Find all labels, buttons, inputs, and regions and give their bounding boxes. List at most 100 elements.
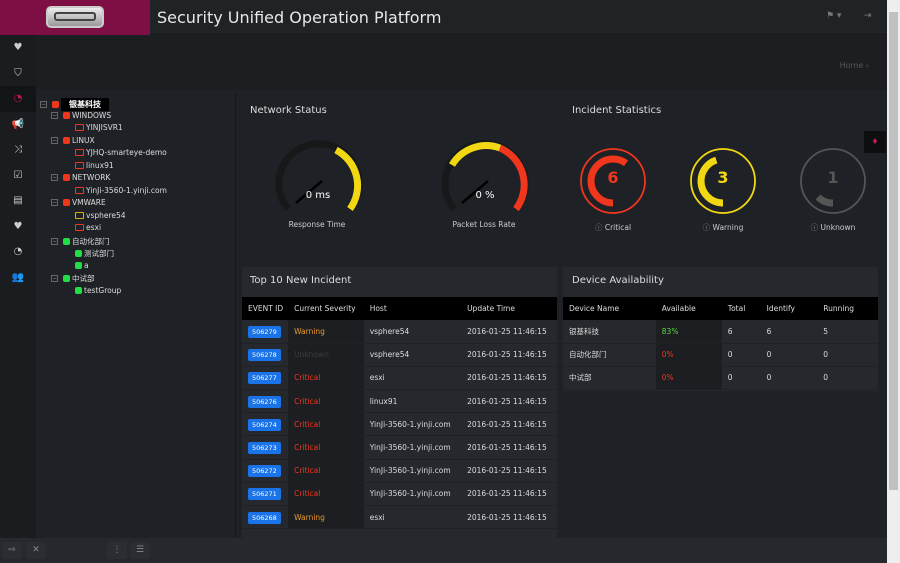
event-id-badge[interactable]: 506277 [248, 372, 281, 385]
logo[interactable] [0, 0, 150, 35]
event-id-badge[interactable]: 506268 [248, 511, 281, 524]
logout-icon[interactable]: ⇥ [864, 11, 872, 21]
users-icon[interactable]: 👥 [11, 271, 25, 283]
column-header[interactable]: Update Time [461, 297, 557, 320]
collapse-icon[interactable]: − [51, 275, 58, 282]
tree-node[interactable]: − VMWARE [51, 198, 106, 207]
cell: 0% [655, 366, 722, 391]
dashboard-icon[interactable]: ◔ [13, 246, 23, 258]
fullscreen-icon[interactable]: ✕ [26, 542, 46, 559]
event-id-badge[interactable]: 506276 [248, 395, 281, 408]
tree-node[interactable]: a [75, 261, 89, 270]
column-header[interactable]: EVENT ID [242, 297, 289, 320]
megaphone-icon[interactable]: 📢 [11, 118, 25, 130]
device-availability-panel: Device Availability Device Name Available… [563, 267, 878, 391]
table-row[interactable]: 自动化部门 0% 0 0 0 [563, 343, 878, 367]
tree-node[interactable]: YinJi-3560-1.yinji.com [75, 186, 167, 195]
cell: 83% [655, 320, 722, 344]
list-icon[interactable]: ☰ [130, 542, 150, 559]
tree-node[interactable]: 测试部门 [75, 248, 114, 259]
table-row[interactable]: 506272 Critical YinJi-3560-1.yinji.com 2016… [242, 459, 557, 483]
collapse-icon[interactable]: − [51, 174, 58, 181]
table-row[interactable]: 银基科技 83% 6 6 5 [563, 320, 878, 344]
incident-table: EVENT ID Current Severity Host Update Time 5… [242, 297, 557, 530]
collapse-icon[interactable]: − [51, 136, 58, 144]
tree-node[interactable]: − 中试部 [51, 273, 95, 284]
shuffle-icon[interactable]: ⤨ [14, 144, 22, 156]
table-row[interactable]: 506273 Critical YinJi-3560-1.yinji.com 2016… [242, 435, 557, 460]
cell: 0 [721, 343, 761, 367]
tree-node[interactable]: esxi [75, 223, 101, 232]
critical-ring[interactable] [578, 146, 648, 216]
update-time: 2016-01-25 11:46:15 [461, 482, 557, 507]
table-row[interactable]: 506279 Warning vsphere54 2016-01-25 11:46:1… [242, 320, 557, 344]
column-header[interactable]: Device Name [563, 297, 656, 320]
flame-icon[interactable]: ♦ [864, 131, 886, 153]
severity: Warning [288, 505, 364, 530]
event-id-badge[interactable]: 506279 [248, 325, 281, 338]
more-icon[interactable]: ⋮ [107, 542, 127, 559]
network-status-title: Network Status [250, 105, 327, 116]
tree-node[interactable]: YINJISVR1 [75, 123, 123, 132]
warning-ring[interactable] [688, 146, 758, 216]
tree-node[interactable]: − LINUX [51, 136, 95, 145]
event-id-badge[interactable]: 506273 [248, 442, 281, 455]
column-header[interactable]: Total [721, 297, 761, 320]
cell: 自动化部门 [563, 343, 656, 367]
tree-node-label: 中试部 [72, 274, 95, 283]
unknown-ring[interactable] [798, 146, 868, 216]
table-row[interactable]: 506276 Critical linux91 2016-01-25 11:46:15 [242, 389, 557, 414]
cell: 0 [760, 366, 818, 391]
table-row[interactable]: 506268 Warning esxi 2016-01-25 11:46:15 [242, 505, 557, 530]
tree-node-label: NETWORK [72, 173, 111, 182]
calendar-check-icon[interactable]: ☑ [13, 169, 23, 181]
table-row[interactable]: 中试部 0% 0 0 0 [563, 366, 878, 391]
column-header[interactable]: Host [363, 297, 462, 320]
language-flag-icon[interactable]: ⚑ ▾ [826, 11, 842, 21]
collapse-icon[interactable]: − [51, 111, 58, 119]
info-icon: ⓘ [702, 223, 711, 232]
collapse-icon[interactable]: − [51, 199, 58, 206]
heartbeat-icon[interactable]: ♥ [13, 42, 23, 54]
column-header[interactable]: Identify [760, 297, 818, 320]
scrollbar[interactable] [887, 0, 900, 563]
status-dot [75, 286, 82, 294]
event-id-badge[interactable]: 506271 [248, 488, 281, 501]
monitor-icon [75, 161, 84, 169]
tree-node[interactable]: vsphere54 [75, 211, 126, 220]
status-dot [63, 111, 70, 119]
tree-node-label: YINJISVR1 [86, 123, 123, 132]
breadcrumb-home[interactable]: Home › [839, 61, 869, 70]
tree-node[interactable]: − 银基科技 [40, 98, 109, 111]
tree-node[interactable]: linux91 [75, 161, 114, 170]
top10-incident-panel: Top 10 New Incident EVENT ID Current Seve… [242, 267, 557, 538]
table-row[interactable]: 506277 Critical esxi 2016-01-25 11:46:15 [242, 366, 557, 391]
column-header[interactable]: Available [655, 297, 722, 320]
table-row[interactable]: 506271 Critical YinJi-3560-1.yinji.com 2016… [242, 482, 557, 507]
tree-node[interactable]: YJHQ-smarteye-demo [75, 148, 167, 157]
column-header[interactable]: Current Severity [288, 297, 364, 320]
shield-icon[interactable]: ⛉ [14, 67, 22, 79]
collapse-icon[interactable]: − [51, 237, 58, 245]
tree-node[interactable]: − WINDOWS [51, 111, 111, 120]
event-id-badge[interactable]: 506278 [248, 349, 281, 362]
tree-node[interactable]: − NETWORK [51, 173, 110, 182]
column-header[interactable]: Running [817, 297, 878, 320]
cell: 6 [760, 320, 818, 344]
event-id-badge[interactable]: 506274 [248, 418, 281, 431]
dashboard-icon[interactable]: ◔ [0, 86, 36, 112]
report-icon[interactable]: ▤ [13, 195, 23, 207]
table-row[interactable]: 506274 Critical YinJi-3560-1.yinji.com 2016… [242, 412, 557, 437]
tree-node[interactable]: testGroup [75, 286, 121, 295]
update-time: 2016-01-25 11:46:15 [461, 459, 557, 483]
table-row[interactable]: 506278 Unknown vsphere54 2016-01-25 11:46:1… [242, 343, 557, 367]
collapse-icon[interactable]: − [40, 101, 47, 108]
heartbeat-icon[interactable]: ♥ [13, 220, 23, 232]
exit-icon[interactable]: ⇨ [2, 542, 22, 559]
event-id-badge[interactable]: 506272 [248, 465, 281, 478]
tree-node[interactable]: − 自动化部门 [51, 236, 110, 247]
footer-bar: ⇨ ✕ ⋮ ☰ [0, 538, 887, 563]
tree-node-label: a [84, 260, 89, 270]
breadcrumb: Home › [36, 35, 887, 90]
packet-loss-gauge [441, 140, 529, 212]
